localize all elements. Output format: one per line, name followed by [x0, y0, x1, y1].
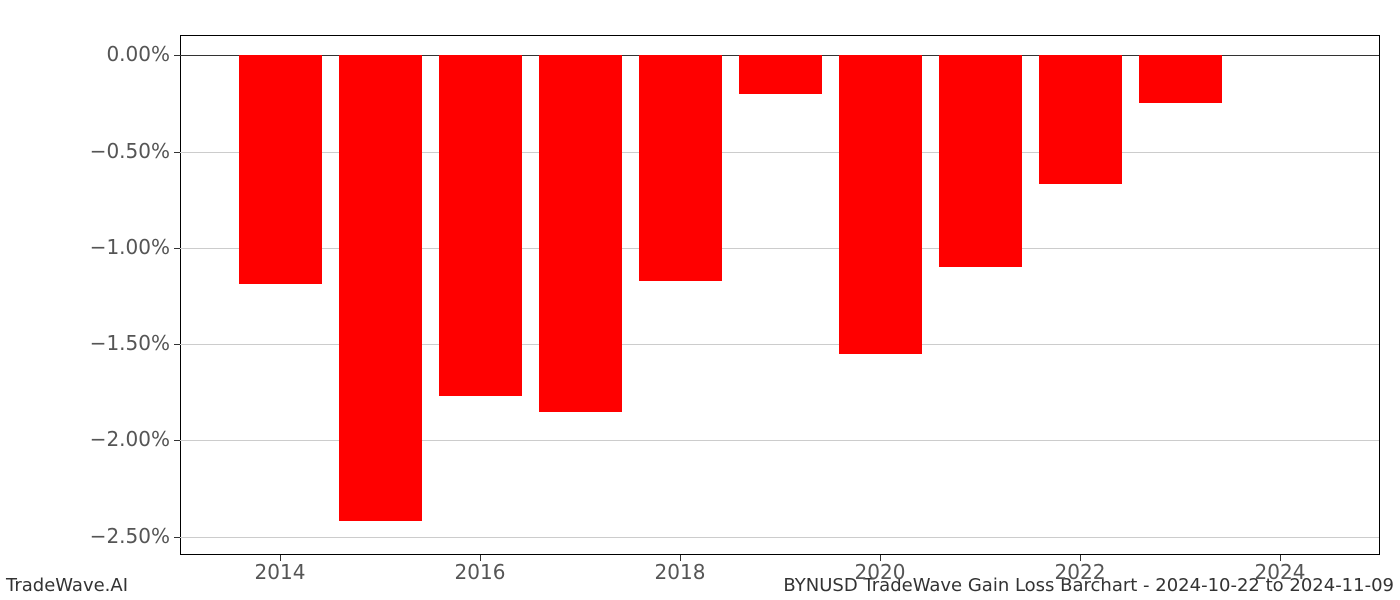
- ytick-label: 0.00%: [10, 42, 170, 66]
- xtick-label: 2018: [655, 560, 706, 584]
- y-gridline: [180, 537, 1379, 538]
- ytick-mark: [174, 537, 180, 538]
- bar: [639, 55, 722, 280]
- bar: [1139, 55, 1222, 103]
- ytick-label: −2.50%: [10, 524, 170, 548]
- ytick-label: −2.00%: [10, 427, 170, 451]
- chart-figure: TradeWave.AI BYNUSD TradeWave Gain Loss …: [0, 0, 1400, 600]
- ytick-mark: [174, 344, 180, 345]
- bar: [1039, 55, 1122, 184]
- footer-left-text: TradeWave.AI: [6, 575, 128, 596]
- ytick-mark: [174, 440, 180, 441]
- ytick-label: −1.00%: [10, 235, 170, 259]
- bar: [239, 55, 322, 284]
- bar: [539, 55, 622, 411]
- ytick-mark: [174, 55, 180, 56]
- xtick-label: 2022: [1055, 560, 1106, 584]
- bar: [339, 55, 422, 521]
- bar: [839, 55, 922, 354]
- bar: [939, 55, 1022, 267]
- xtick-label: 2024: [1255, 560, 1306, 584]
- plot-area: [180, 35, 1380, 555]
- ytick-mark: [174, 152, 180, 153]
- bottom-spine: [180, 554, 1379, 555]
- bar: [439, 55, 522, 396]
- left-spine: [180, 36, 181, 555]
- xtick-label: 2020: [855, 560, 906, 584]
- ytick-mark: [174, 248, 180, 249]
- ytick-label: −0.50%: [10, 139, 170, 163]
- ytick-label: −1.50%: [10, 331, 170, 355]
- bar: [739, 55, 822, 94]
- xtick-label: 2016: [455, 560, 506, 584]
- xtick-label: 2014: [255, 560, 306, 584]
